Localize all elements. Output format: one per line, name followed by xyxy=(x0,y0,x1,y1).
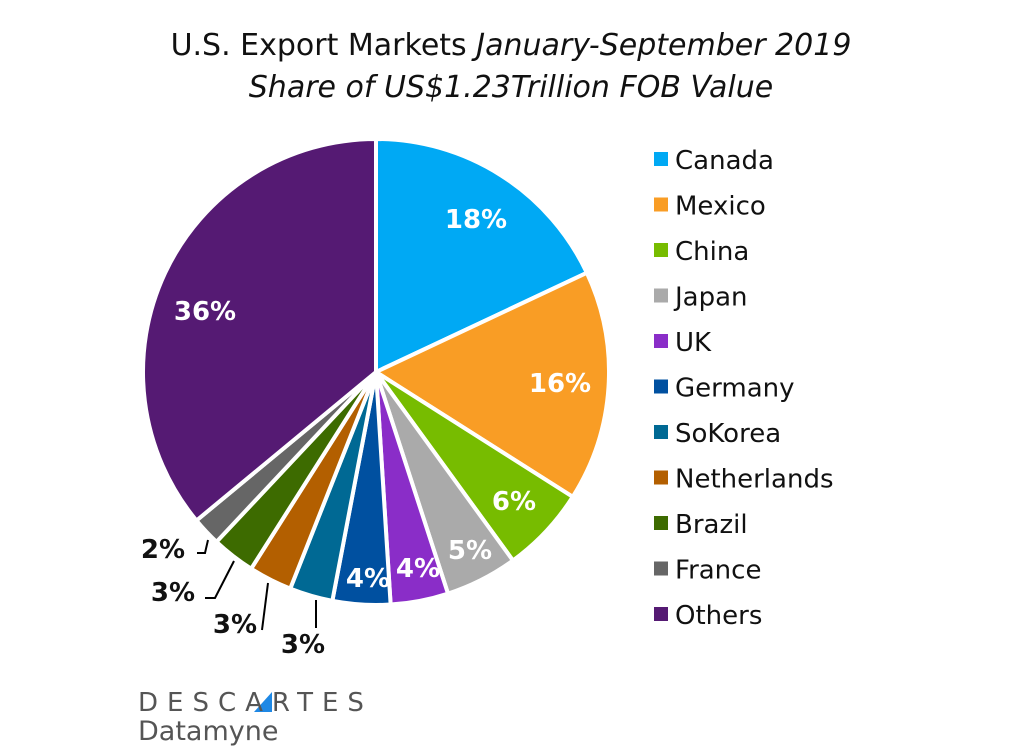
data-label: 4% xyxy=(396,554,440,584)
legend-swatch xyxy=(654,288,668,303)
pie-slice-mexico xyxy=(371,270,611,500)
data-label: 36% xyxy=(174,297,236,327)
data-label: 5% xyxy=(448,536,492,566)
leader-line xyxy=(261,582,269,631)
legend-swatch xyxy=(654,516,668,530)
legend-entry: China xyxy=(675,237,749,267)
leader-line xyxy=(197,539,209,554)
data-label: 6% xyxy=(492,487,536,517)
legend-swatch xyxy=(654,197,668,212)
legend-entry: Brazil xyxy=(675,510,748,540)
legend-entry: Germany xyxy=(675,374,795,404)
data-label: 4% xyxy=(346,564,390,594)
data-label: 3% xyxy=(213,610,257,640)
legend-swatch xyxy=(654,561,668,576)
legend-entry: Mexico xyxy=(675,192,766,222)
legend-swatch xyxy=(654,607,668,621)
leader-line xyxy=(205,560,235,599)
legend-swatch xyxy=(654,152,668,166)
data-label: 3% xyxy=(281,630,325,660)
title-text: U.S. Export Markets xyxy=(170,28,467,63)
legend-swatch xyxy=(654,334,668,348)
legend-entry: SoKorea xyxy=(675,419,781,449)
logo-accent-icon xyxy=(254,692,272,712)
data-label: 18% xyxy=(445,205,507,235)
pie-slice-others xyxy=(141,136,378,524)
data-label: 3% xyxy=(151,578,195,608)
legend-entry: Canada xyxy=(675,146,774,176)
legend-entry: UK xyxy=(675,328,712,358)
data-label: 16% xyxy=(529,369,591,399)
legend-swatch xyxy=(654,243,668,257)
data-label: 2% xyxy=(141,535,185,565)
chart-subtitle: Share of US$1.23Trillion FOB Value xyxy=(248,70,774,105)
logo-descartes: DESCARTES xyxy=(138,688,373,718)
legend-swatch xyxy=(654,425,668,439)
title-period: January-September 2019 xyxy=(476,28,852,63)
legend-entry: Others xyxy=(675,601,762,631)
chart-title: U.S. Export Markets January-September 20… xyxy=(0,28,1022,63)
logo-datamyne: Datamyne xyxy=(138,716,279,747)
legend-entry: France xyxy=(675,556,761,586)
legend-swatch xyxy=(654,470,668,485)
legend-entry: Netherlands xyxy=(675,465,834,495)
legend-swatch xyxy=(654,379,668,394)
legend-entry: Japan xyxy=(673,283,748,313)
pie-slice-canada xyxy=(374,136,590,376)
